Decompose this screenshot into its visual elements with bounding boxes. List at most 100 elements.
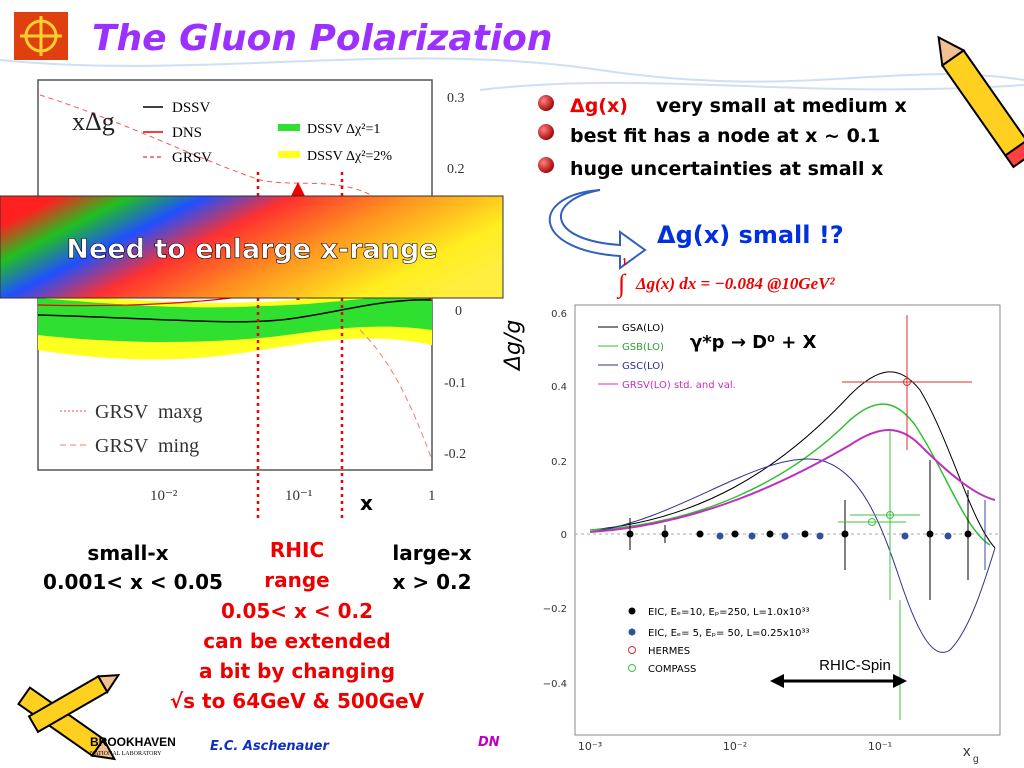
- legend-entry: DSSV Δχ²=2%: [307, 149, 392, 164]
- right-plot: Δg/g γ*p → D⁰ + X GSA(LO) GSB(LO) GSC(LO…: [501, 304, 1001, 765]
- y-label: xΔg: [72, 107, 115, 136]
- x-label: x: [963, 743, 971, 760]
- region-label: RHIC: [270, 538, 324, 562]
- title: The Gluon Polarization: [92, 18, 553, 59]
- note: √s to 64GeV & 500GeV: [170, 689, 425, 713]
- bullet-text: best fit has a node at x ~ 0.1: [570, 125, 880, 147]
- pencil-decoration: [27, 674, 121, 734]
- hermes-point: [842, 315, 972, 450]
- decoration: [816, 532, 824, 540]
- bullet-marker: [538, 124, 554, 140]
- region-label: range: [264, 568, 329, 592]
- arrow-head: [770, 674, 784, 688]
- legend-entry: DSSV: [172, 100, 211, 116]
- region-label: small-x: [87, 541, 168, 565]
- legend-entry: GRSV: [172, 150, 212, 166]
- x-ticks: 10⁻³ 10⁻² 10⁻¹: [578, 740, 892, 753]
- decoration: [96, 674, 121, 694]
- y-tick-label: -0.1: [444, 376, 466, 391]
- x-label: x: [360, 491, 373, 515]
- process: γ*p → D⁰ + X: [690, 332, 817, 353]
- x-tick-label: 1: [428, 488, 436, 504]
- legend-entry: HERMES: [648, 646, 690, 657]
- legend-entry: DSSV Δχ²=1: [307, 122, 380, 137]
- x-tick-label: 10⁻¹: [868, 740, 892, 753]
- compass-points: [838, 430, 920, 720]
- decoration: [841, 530, 849, 538]
- decoration: [901, 532, 909, 540]
- decoration: [766, 530, 774, 538]
- legend-entry: GRSV(LO) std. and val.: [622, 380, 736, 391]
- decoration: [926, 530, 934, 538]
- legend-entry: GSC(LO): [622, 361, 664, 372]
- legend-entry: GSA(LO): [622, 323, 664, 334]
- decoration: [801, 530, 809, 538]
- bullet-text: very small at medium x: [656, 95, 907, 117]
- dssv-curve: [37, 299, 433, 323]
- footer-author: E.C. Aschenauer: [210, 739, 330, 754]
- decoration: [628, 646, 636, 654]
- y-tick-label: −0.2: [543, 604, 567, 615]
- decoration: [1004, 139, 1024, 169]
- conclusion: Δg(x) small !?: [657, 221, 844, 249]
- legend-entry: GRSV ming: [95, 435, 199, 457]
- decoration: [628, 664, 636, 672]
- bullets: Δg(x) very small at medium x best fit ha…: [538, 95, 907, 180]
- legend-entry: GRSV maxg: [95, 401, 202, 423]
- arrow-head: [291, 182, 305, 196]
- legend: GSA(LO) GSB(LO) GSC(LO) GRSV(LO) std. an…: [598, 323, 810, 675]
- y-tick-label: 0: [561, 530, 567, 541]
- bullet-marker: [538, 95, 554, 111]
- x-tick-label: 10⁻¹: [285, 488, 312, 504]
- grsv-ming-curve: [359, 329, 433, 461]
- y-tick-label: 0.3: [447, 91, 465, 106]
- y-ticks: 0.6 0.4 0.2 0 −0.2 −0.4: [543, 309, 567, 690]
- decoration: [696, 530, 704, 538]
- footer-lab: BROOKHAVEN: [90, 735, 176, 749]
- decoration: [0, 57, 1024, 83]
- decoration: [731, 530, 739, 538]
- y-tick-label: 0.2: [551, 457, 567, 468]
- legend-key: [278, 124, 300, 131]
- y-tick-label: 0.6: [551, 309, 567, 320]
- note: a bit by changing: [199, 659, 395, 683]
- integral-limit: 1: [622, 257, 627, 268]
- decoration: [626, 530, 634, 538]
- y-tick-label: −0.4: [543, 679, 567, 690]
- decoration: [944, 532, 952, 540]
- logo: [14, 12, 68, 60]
- arrow-head: [893, 674, 907, 688]
- legend-key: [278, 151, 300, 158]
- bullet-text: huge uncertainties at small x: [570, 158, 883, 180]
- legend-entry: GSB(LO): [622, 342, 664, 353]
- gsb-curve: [589, 403, 991, 546]
- footer-lab-sub: NATIONAL LABORATORY: [90, 751, 162, 757]
- bullet-marker: [538, 157, 554, 173]
- gsa-curve: [589, 371, 996, 549]
- grsv-curve: [589, 429, 996, 533]
- legend-entry: EIC, Eₑ=10, Eₚ=250, L=1.0x10³³: [648, 607, 810, 618]
- legend-entry: DNS: [172, 125, 202, 141]
- decoration: [479, 81, 1024, 91]
- gsc-curve: [589, 458, 996, 653]
- decoration: [940, 49, 1024, 157]
- region-labels: small-x 0.001< x < 0.05 RHIC range large…: [43, 538, 472, 713]
- note: can be extended: [203, 629, 390, 653]
- annotation: RHIC-Spin: [819, 657, 891, 674]
- decoration: [661, 530, 669, 538]
- decoration: [716, 532, 724, 540]
- left-plot: xΔg DSSV DNS GRSV DSSV Δχ²=1 DSSV Δχ²=2%…: [37, 79, 466, 520]
- integral-sign: ∫: [616, 269, 627, 299]
- region-label: large-x: [392, 541, 471, 565]
- y-tick-label: 0.4: [551, 382, 567, 393]
- x-tick-label: 10⁻²: [723, 740, 747, 753]
- banner: [0, 195, 504, 299]
- region-label: x > 0.2: [392, 570, 471, 594]
- curved-arrow: [548, 189, 647, 270]
- plot-frame: [574, 304, 1001, 736]
- region-label: 0.001< x < 0.05: [43, 570, 223, 594]
- decoration: [964, 530, 972, 538]
- y-label: Δg/g: [501, 320, 526, 372]
